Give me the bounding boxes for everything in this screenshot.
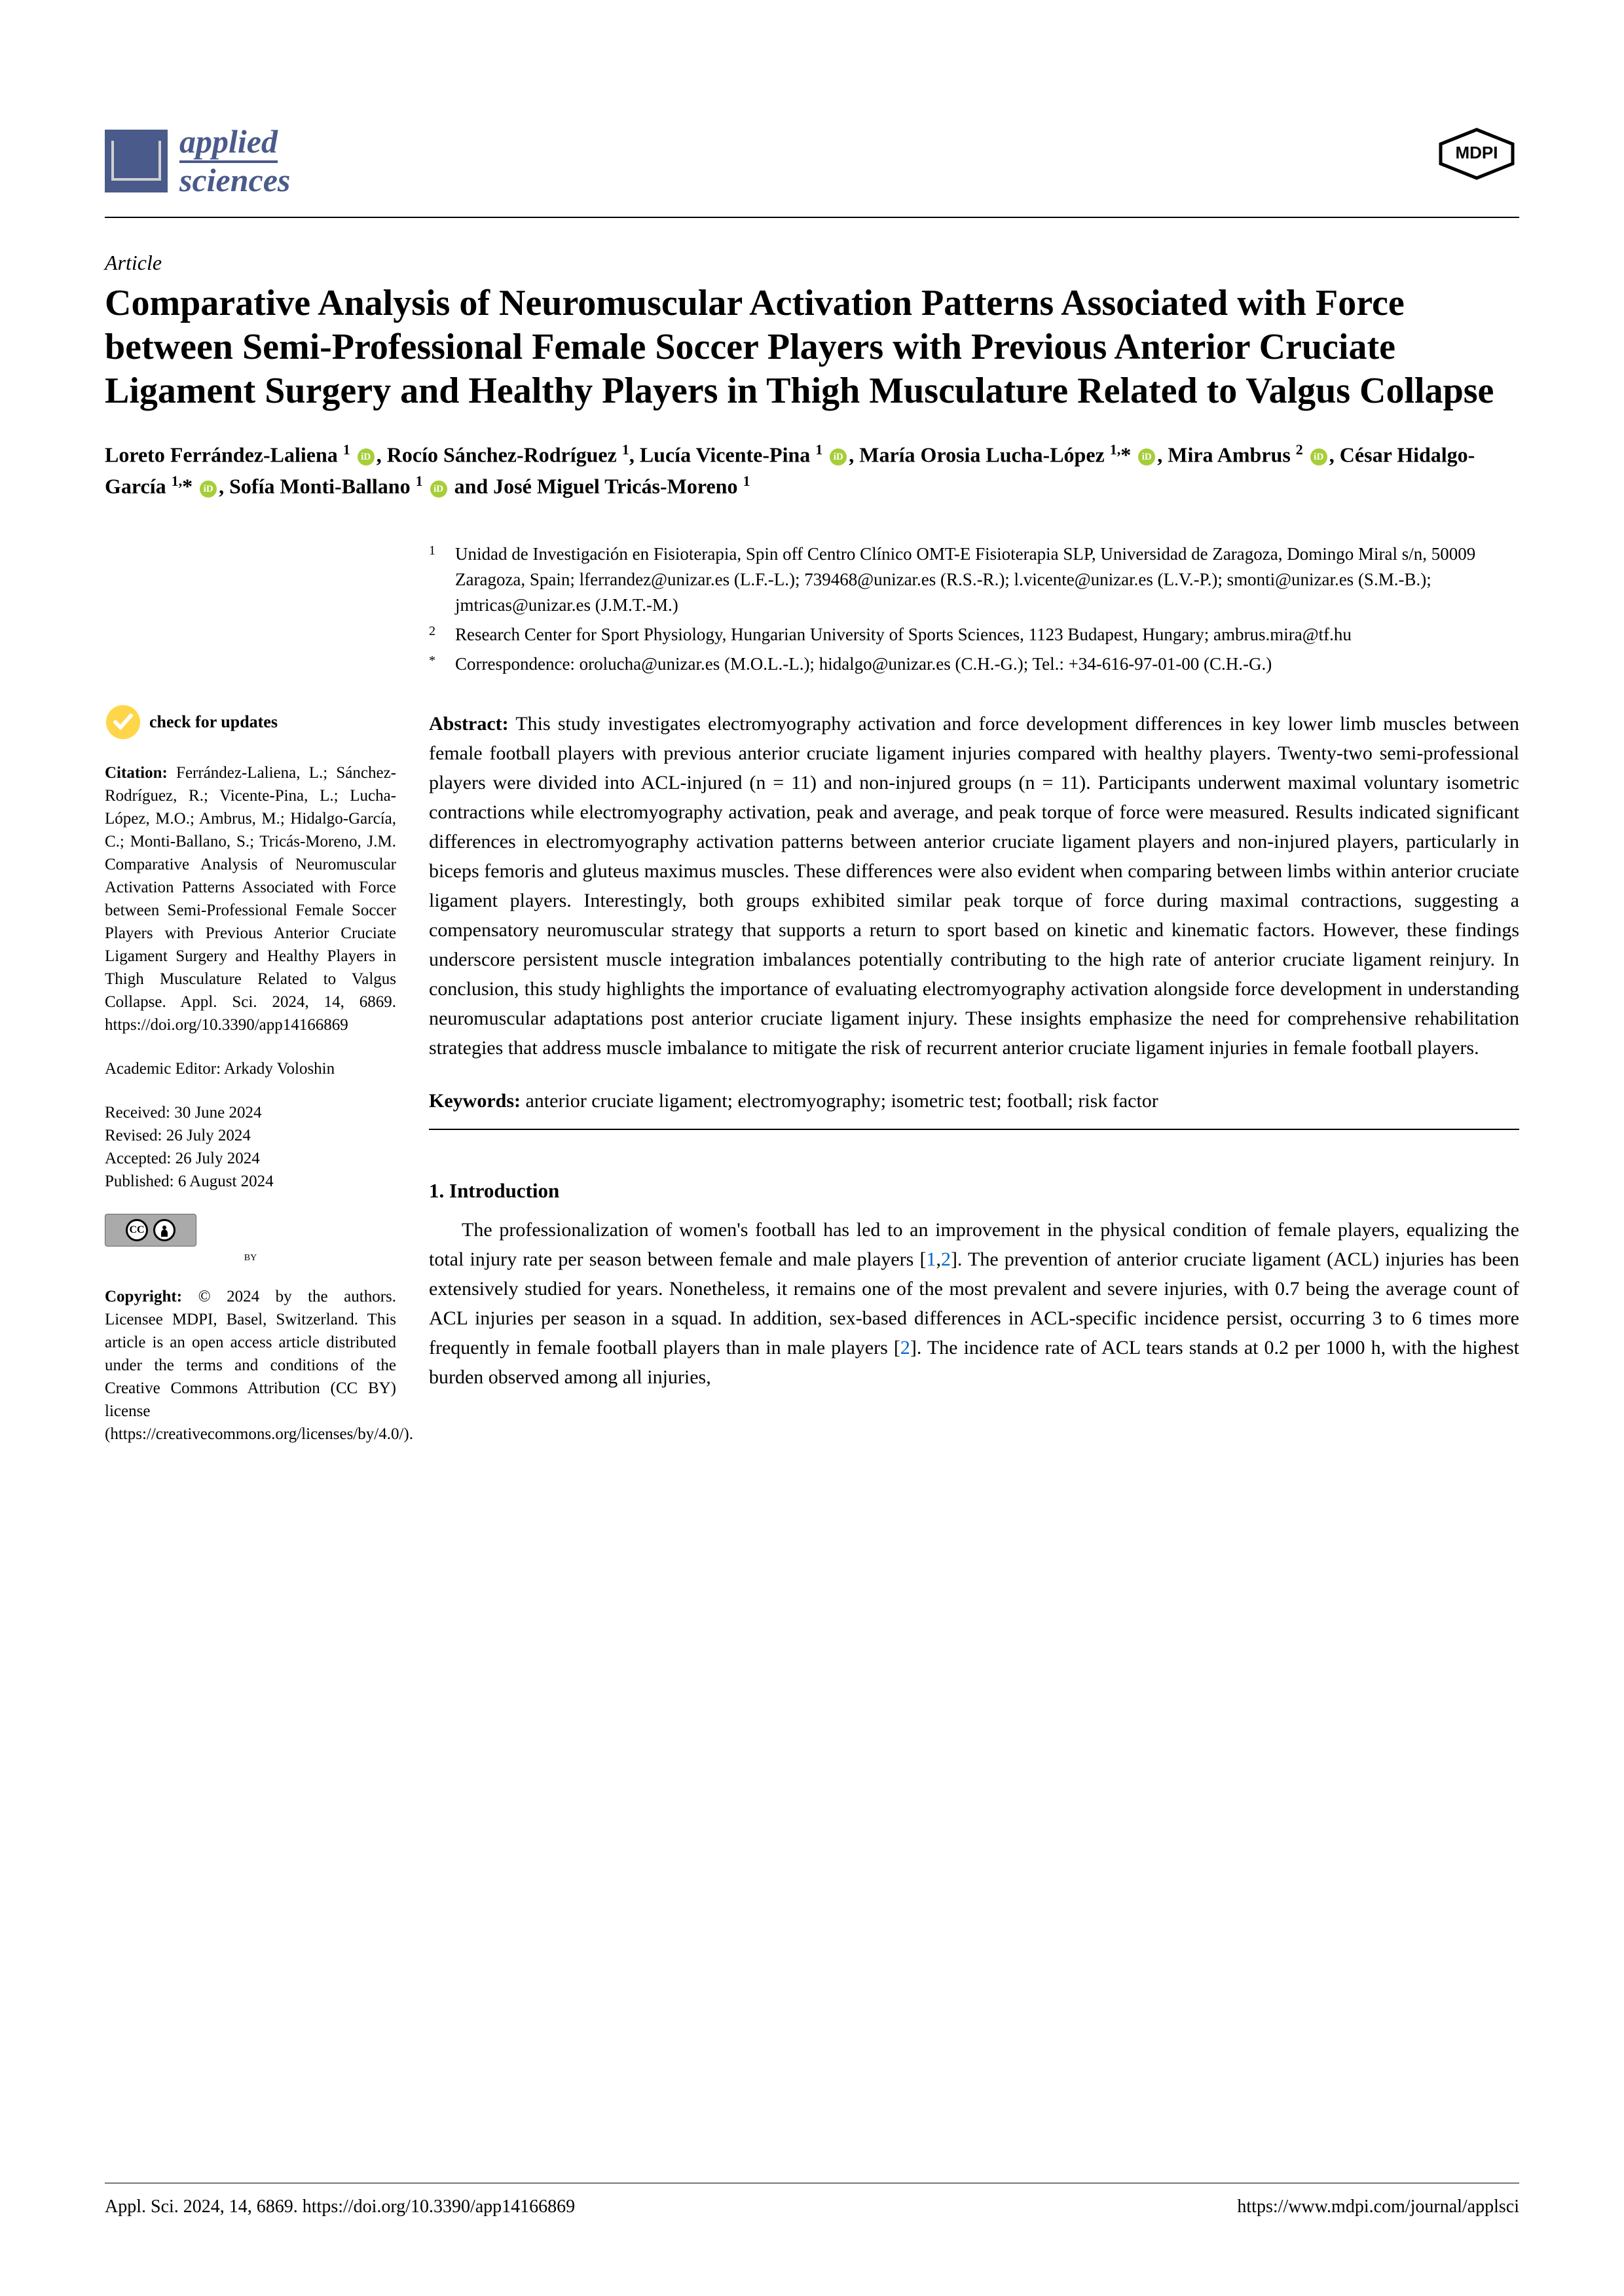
copyright-label: Copyright: bbox=[105, 1288, 182, 1305]
header-divider bbox=[105, 217, 1519, 218]
editor-name: Arkady Voloshin bbox=[224, 1060, 335, 1078]
footer-left: Appl. Sci. 2024, 14, 6869. https://doi.o… bbox=[105, 2196, 575, 2217]
svg-text:MDPI: MDPI bbox=[1456, 143, 1498, 162]
mdpi-logo-icon: MDPI bbox=[1434, 124, 1519, 183]
abstract-block: Abstract: This study investigates electr… bbox=[429, 709, 1519, 1063]
citation-label: Citation: bbox=[105, 764, 168, 782]
affiliations: 1Unidad de Investigación en Fisioterapia… bbox=[429, 541, 1519, 678]
dates-block: Received: 30 June 2024 Revised: 26 July … bbox=[105, 1101, 396, 1193]
journal-name-line1: applied bbox=[179, 124, 278, 163]
keywords-text: anterior cruciate ligament; electromyogr… bbox=[525, 1090, 1158, 1112]
affiliation-text: Correspondence: orolucha@unizar.es (M.O.… bbox=[455, 651, 1272, 677]
published-date: Published: 6 August 2024 bbox=[105, 1170, 396, 1193]
check-updates-button[interactable]: check for updates bbox=[105, 704, 396, 740]
journal-icon bbox=[105, 130, 168, 192]
keywords-label: Keywords: bbox=[429, 1090, 521, 1112]
citation-block: Citation: Ferrández-Laliena, L.; Sánchez… bbox=[105, 761, 396, 1036]
affiliation-number: 2 bbox=[429, 622, 442, 647]
editor-label: Academic Editor: bbox=[105, 1060, 221, 1078]
article-title: Comparative Analysis of Neuromuscular Ac… bbox=[105, 282, 1519, 414]
sidebar: check for updates Citation: Ferrández-La… bbox=[105, 541, 396, 1467]
affiliation-number: * bbox=[429, 651, 442, 677]
keywords-divider bbox=[429, 1129, 1519, 1130]
accepted-date: Accepted: 26 July 2024 bbox=[105, 1147, 396, 1170]
journal-logo: applied sciences bbox=[105, 124, 290, 197]
license-block: CC BY bbox=[105, 1214, 396, 1265]
abstract-label: Abstract: bbox=[429, 713, 509, 735]
affiliation-item: 1Unidad de Investigación en Fisioterapia… bbox=[429, 541, 1519, 618]
check-updates-icon bbox=[105, 704, 141, 740]
check-updates-label: check for updates bbox=[149, 713, 278, 732]
journal-name: applied sciences bbox=[179, 124, 290, 197]
revised-date: Revised: 26 July 2024 bbox=[105, 1124, 396, 1147]
affiliation-item: 2 Research Center for Sport Physiology, H… bbox=[429, 622, 1519, 647]
affiliation-item: * Correspondence: orolucha@unizar.es (M.O… bbox=[429, 651, 1519, 677]
cc-by-label: BY bbox=[105, 1252, 396, 1265]
article-type: Article bbox=[105, 251, 1519, 275]
affiliation-text: Research Center for Sport Physiology, Hu… bbox=[455, 622, 1352, 647]
abstract-text: This study investigates electromyography… bbox=[429, 713, 1519, 1059]
cc-by-badge-icon: CC bbox=[105, 1214, 196, 1247]
journal-name-line2: sciences bbox=[179, 162, 290, 198]
citation-text: Ferrández-Laliena, L.; Sánchez-Rodríguez… bbox=[105, 764, 396, 1034]
editor-block: Academic Editor: Arkady Voloshin bbox=[105, 1057, 396, 1080]
affiliation-text: Unidad de Investigación en Fisioterapia,… bbox=[455, 541, 1519, 618]
keywords-block: Keywords: anterior cruciate ligament; el… bbox=[429, 1086, 1519, 1116]
copyright-text: © 2024 by the authors. Licensee MDPI, Ba… bbox=[105, 1288, 413, 1443]
footer-right: https://www.mdpi.com/journal/applsci bbox=[1237, 2196, 1519, 2217]
author-list: Loreto Ferrández-Laliena 1 , Rocío Sánch… bbox=[105, 439, 1519, 502]
received-date: Received: 30 June 2024 bbox=[105, 1101, 396, 1124]
copyright-block: Copyright: © 2024 by the authors. Licens… bbox=[105, 1285, 396, 1446]
intro-paragraph: The professionalization of women's footb… bbox=[429, 1215, 1519, 1392]
main-column: 1Unidad de Investigación en Fisioterapia… bbox=[429, 541, 1519, 1467]
page-footer: Appl. Sci. 2024, 14, 6869. https://doi.o… bbox=[105, 2183, 1519, 2217]
section-1-heading: 1. Introduction bbox=[429, 1176, 1519, 1207]
header: applied sciences MDPI bbox=[105, 124, 1519, 197]
affiliation-number: 1 bbox=[429, 541, 442, 618]
